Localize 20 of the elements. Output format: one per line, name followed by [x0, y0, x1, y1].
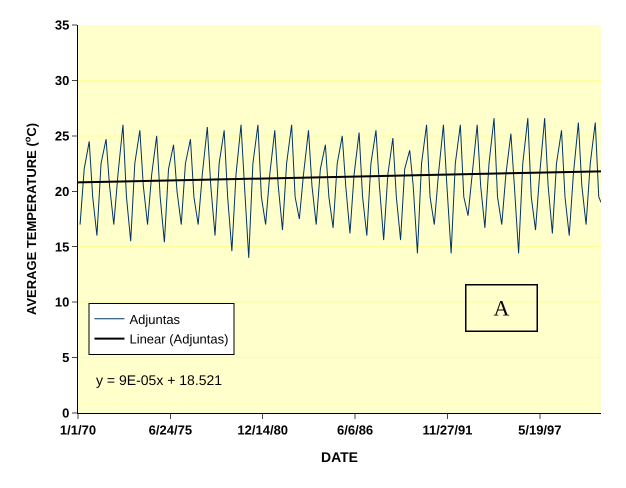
x-tick-label: 1/1/70: [60, 422, 96, 438]
y-tick-label: 5: [62, 350, 70, 366]
annotation: y = 9E-05x + 18.521: [96, 372, 222, 388]
legend-label: Adjuntas: [129, 312, 181, 327]
y-tick-label: 30: [54, 72, 70, 88]
y-tick-label: 20: [54, 184, 70, 199]
line-series: [80, 118, 601, 258]
y-tick-label: 35: [54, 18, 70, 33]
y-tick-label: 15: [54, 239, 70, 254]
x-tick-label: 12/14/80: [237, 422, 288, 438]
x-tick-label: 11/27/91: [422, 422, 472, 438]
y-tick-label: 10: [54, 294, 70, 310]
y-tick-label: 25: [54, 128, 70, 144]
legend-label: Linear (Adjuntas): [129, 332, 228, 347]
y-tick-label: 0: [62, 406, 70, 421]
x-tick-label: 6/6/86: [337, 422, 374, 438]
x-tick-label: 5/19/97: [518, 422, 562, 438]
x-axis-title: DATE: [320, 448, 358, 465]
x-tick-label: 6/24/75: [148, 422, 192, 438]
annotation: A: [494, 296, 510, 320]
